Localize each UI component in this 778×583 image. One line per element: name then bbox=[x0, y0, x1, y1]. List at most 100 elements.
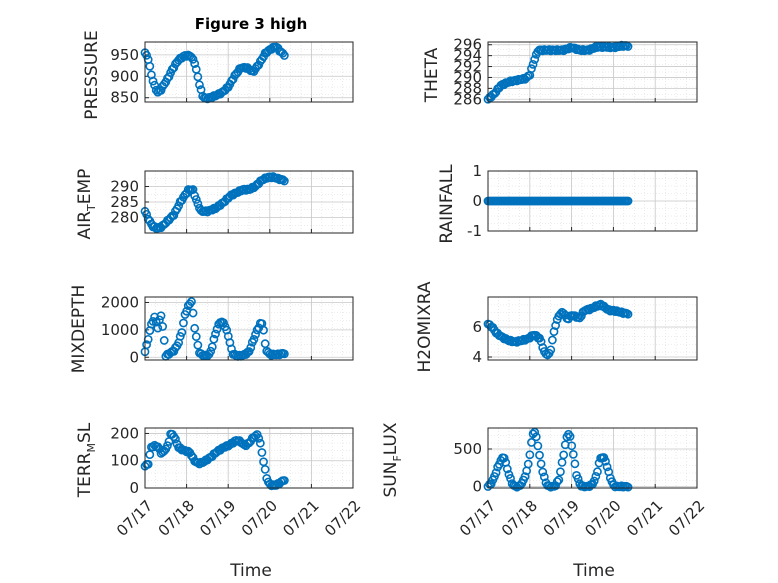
pressure-ytick-label: 850 bbox=[110, 89, 139, 107]
sun_flux-data-point bbox=[536, 459, 546, 469]
terr_msl-xtick-label: 07/18 bbox=[155, 497, 198, 540]
mixdepth-data-point bbox=[212, 324, 222, 334]
rainfall-ytick-label: -1 bbox=[467, 222, 482, 240]
terr_msl-xtick-label: 07/21 bbox=[279, 497, 322, 540]
mixdepth-ytick-label: 0 bbox=[129, 348, 139, 366]
mixdepth-data-point bbox=[179, 318, 188, 328]
figure-title: Figure 3 high bbox=[195, 15, 308, 33]
mixdepth-data-point bbox=[219, 318, 228, 328]
air_temp-data-point bbox=[193, 199, 203, 209]
mixdepth-data-point bbox=[246, 343, 256, 353]
pressure-data-point bbox=[164, 72, 174, 82]
rainfall-axes-box bbox=[487, 170, 698, 232]
sun_flux-ytick-label: 500 bbox=[453, 440, 482, 458]
mixdepth-data-point bbox=[206, 346, 216, 356]
h2omixra-axes-box bbox=[487, 296, 698, 361]
air-temp-ylabel: AIRTEMP bbox=[75, 169, 98, 240]
mixdepth-data-point bbox=[279, 349, 289, 359]
pressure-axes: 850 900 950 bbox=[110, 41, 354, 107]
air_temp-data-point bbox=[278, 175, 288, 185]
sun_flux-data-point bbox=[499, 453, 509, 463]
sun_flux-data-point bbox=[502, 464, 512, 474]
mixdepth-data-point bbox=[142, 340, 151, 350]
sun-flux-ylabel: SUNFLUX bbox=[381, 422, 404, 497]
terr_msl-xtick-label: 07/22 bbox=[321, 497, 364, 540]
theta-ytick-label: 286 bbox=[453, 90, 482, 108]
sun_flux-data-point bbox=[523, 459, 533, 469]
sun_flux-data-point bbox=[570, 459, 580, 469]
rainfall-axes: -1 0 1 bbox=[467, 162, 698, 240]
mixdepth-data-point bbox=[188, 308, 198, 318]
mixdepth-data-point bbox=[259, 325, 268, 335]
pressure-ytick-label: 900 bbox=[110, 67, 139, 85]
mixdepth-ytick-label: 1000 bbox=[101, 321, 139, 339]
sun_flux-data-point bbox=[520, 472, 530, 481]
air_temp-data-point bbox=[142, 209, 151, 219]
sun_flux-data-point bbox=[567, 441, 577, 451]
mixdepth-data-point bbox=[211, 329, 220, 339]
sun_flux-xtick-label: 07/17 bbox=[456, 497, 499, 540]
mixdepth-data-point bbox=[159, 336, 169, 345]
pressure-data-point bbox=[148, 76, 158, 86]
pressure-axes-box bbox=[144, 41, 354, 103]
terr_msl-data-point bbox=[254, 433, 264, 443]
pressure-data-point bbox=[279, 51, 289, 60]
theta-ylabel: THETA bbox=[422, 47, 442, 103]
mixdepth-ytick-label: 2000 bbox=[101, 293, 139, 311]
mixdepth-data-point bbox=[155, 315, 164, 325]
terr_msl-data-point bbox=[255, 438, 265, 448]
rainfall-ytick-label: 0 bbox=[472, 192, 482, 210]
pressure-data-point bbox=[151, 85, 161, 95]
theta-data-point bbox=[623, 42, 633, 51]
sun_flux-data-point bbox=[568, 449, 578, 459]
air_temp-ytick-label: 280 bbox=[110, 209, 139, 227]
sun_flux-ytick-label: 0 bbox=[472, 478, 482, 496]
sun_flux-data-point bbox=[533, 441, 543, 451]
sun_flux-xtick-label: 07/21 bbox=[623, 497, 666, 540]
pressure-ytick-label: 950 bbox=[110, 46, 139, 64]
pressure-data-point bbox=[193, 72, 203, 82]
sun_flux-data-point bbox=[530, 427, 540, 437]
theta-ytick-label: 288 bbox=[453, 79, 482, 97]
theta-ytick-label: 296 bbox=[453, 36, 482, 54]
terr_msl-xtick-label: 07/20 bbox=[238, 497, 281, 540]
mixdepth-data-point bbox=[207, 342, 217, 352]
mixdepth-data-point bbox=[190, 323, 200, 333]
terr_msl-data-point bbox=[171, 434, 180, 444]
terr_msl-ytick-label: 100 bbox=[110, 452, 139, 470]
theta-axes-box bbox=[487, 41, 698, 103]
mixdepth-data-point bbox=[249, 335, 259, 344]
sun_flux-data-point bbox=[556, 467, 565, 477]
theta-ytick-label: 290 bbox=[453, 68, 482, 86]
theta-ytick-label: 294 bbox=[453, 47, 482, 65]
terr_msl-ytick-label: 0 bbox=[129, 479, 139, 497]
sun_flux-data-point bbox=[538, 467, 548, 477]
mixdepth-data-point bbox=[193, 340, 203, 350]
sun_flux-data-point bbox=[565, 432, 575, 441]
h2omixra-data-point bbox=[547, 335, 557, 345]
mixdepth-ylabel: MIXDEPTH bbox=[69, 285, 89, 374]
sun_flux-data-point bbox=[593, 467, 602, 477]
air_temp-axes-box bbox=[144, 170, 354, 234]
pressure-data-point bbox=[239, 62, 249, 72]
pressure-data-point bbox=[145, 61, 155, 71]
h2omixra-data-point bbox=[546, 345, 556, 355]
sun_flux-xtick-label: 07/18 bbox=[498, 497, 541, 540]
sun_flux-data-point bbox=[506, 473, 515, 483]
sun_flux-data-point bbox=[591, 471, 601, 481]
mixdepth-data-point bbox=[191, 332, 201, 341]
pressure-data-point bbox=[195, 80, 204, 90]
pressure-data-point bbox=[150, 80, 160, 90]
rainfall-data-point bbox=[623, 196, 633, 206]
sun_flux-data-point bbox=[623, 482, 633, 492]
terr_msl-data-point bbox=[257, 448, 267, 457]
sun_flux-xtick-label: 07/20 bbox=[581, 497, 624, 540]
pressure-data-point bbox=[190, 59, 200, 69]
mixdepth-data-point bbox=[251, 330, 260, 339]
terr-msl-ylabel: TERRMSL bbox=[75, 422, 98, 498]
terr_msl-data-point bbox=[260, 464, 270, 474]
